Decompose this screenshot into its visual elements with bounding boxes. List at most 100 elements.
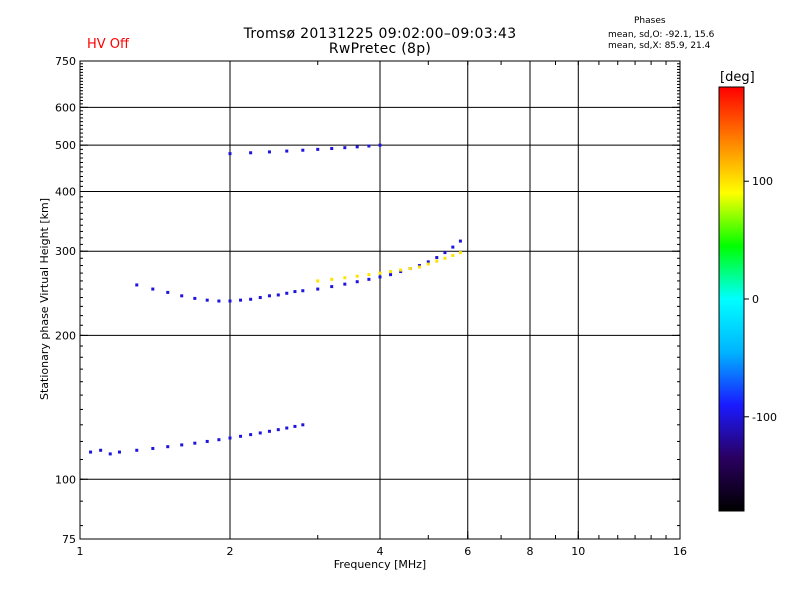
data-point: [417, 265, 421, 269]
data-point: [367, 144, 371, 148]
data-point: [249, 151, 253, 155]
y-tick-label: 400: [55, 185, 76, 198]
data-point: [389, 270, 393, 274]
data-point: [117, 450, 121, 454]
data-point: [217, 438, 221, 442]
data-point: [151, 287, 155, 291]
data-point: [316, 279, 320, 283]
data-point: [330, 285, 334, 289]
x-tick-label: 8: [527, 545, 534, 558]
data-point: [267, 294, 271, 298]
x-tick-label: 2: [227, 545, 234, 558]
data-point: [343, 282, 347, 286]
data-point: [180, 443, 184, 447]
data-point: [355, 145, 359, 149]
x-tick-label: 1: [77, 545, 84, 558]
data-point: [330, 147, 334, 151]
data-point: [205, 298, 209, 302]
data-point: [258, 296, 262, 300]
data-point: [408, 267, 412, 271]
data-point: [249, 297, 253, 301]
colorbar-tick-label: 0: [752, 293, 759, 306]
data-point: [399, 270, 403, 274]
data-point: [301, 423, 305, 427]
data-point: [343, 146, 347, 150]
data-point: [301, 148, 305, 152]
data-point: [458, 251, 462, 255]
data-point: [249, 433, 253, 437]
data-point: [166, 290, 170, 294]
data-point: [367, 277, 371, 281]
data-point: [267, 150, 271, 154]
x-tick-label: 4: [377, 545, 384, 558]
x-tick-label: 16: [673, 545, 687, 558]
data-point: [426, 260, 430, 264]
phase-colorbar: 100 0 -100: [718, 86, 777, 512]
data-point: [435, 259, 439, 263]
data-point: [276, 293, 280, 297]
data-point: [378, 275, 382, 279]
y-tick-label: 200: [55, 329, 76, 342]
data-point: [285, 291, 289, 295]
data-point: [316, 287, 320, 291]
data-point: [108, 452, 112, 456]
phase-stats-o-mode: mean, sd,O: -92.1, 15.6: [608, 30, 715, 40]
chart-subtitle: RwPretec (8p): [328, 41, 432, 57]
data-point: [443, 256, 447, 260]
data-point: [451, 245, 455, 249]
x-axis-label: Frequency [MHz]: [333, 558, 427, 571]
data-point: [276, 428, 280, 432]
data-point: [285, 149, 289, 153]
data-point: [389, 273, 393, 277]
data-point: [258, 431, 262, 435]
y-tick-label: 75: [62, 533, 76, 546]
y-tick-label: 600: [55, 101, 76, 114]
colorbar-tick-label: -100: [752, 411, 777, 424]
data-point: [228, 152, 232, 156]
data-point: [378, 143, 382, 147]
data-point: [293, 290, 297, 294]
phase-stats-title: Phases: [634, 16, 666, 26]
y-tick-label: 500: [55, 139, 76, 152]
data-point: [267, 429, 271, 433]
y-tick-label: 300: [55, 245, 76, 258]
y-tick-label: 100: [55, 473, 76, 486]
data-point: [239, 434, 243, 438]
data-points: [89, 143, 462, 456]
data-point: [301, 289, 305, 293]
data-point: [355, 280, 359, 284]
hv-status-label: HV Off: [87, 37, 129, 52]
data-point: [330, 277, 334, 281]
data-point: [458, 239, 462, 243]
y-tick-label: 750: [55, 55, 76, 68]
phase-stats-x-mode: mean, sd,X: 85.9, 21.4: [608, 41, 711, 51]
data-point: [135, 283, 139, 287]
data-point: [135, 448, 139, 452]
data-point: [193, 296, 197, 300]
x-tick-label: 6: [464, 545, 471, 558]
data-point: [180, 294, 184, 298]
grid-lines: [80, 61, 680, 539]
data-point: [285, 426, 289, 430]
colorbar-unit-label: [deg]: [720, 70, 755, 85]
chart-title: Tromsø 20131225 09:02:00–09:03:43: [243, 26, 517, 42]
colorbar-gradient: [718, 86, 745, 512]
data-point: [151, 446, 155, 450]
data-point: [355, 274, 359, 278]
data-point: [435, 256, 439, 260]
axes: 1 2 4 6 8 10 16 75 100 200 300 400 500 600 750: [55, 55, 687, 558]
data-point: [426, 262, 430, 266]
data-point: [89, 450, 93, 454]
data-point: [99, 448, 103, 452]
data-point: [228, 299, 232, 303]
data-point: [166, 445, 170, 449]
x-tick-label: 10: [571, 545, 585, 558]
data-point: [228, 436, 232, 440]
colorbar-tick-label: 100: [752, 175, 773, 188]
data-point: [205, 439, 209, 443]
data-point: [443, 251, 447, 255]
data-point: [451, 253, 455, 257]
data-point: [367, 273, 371, 277]
